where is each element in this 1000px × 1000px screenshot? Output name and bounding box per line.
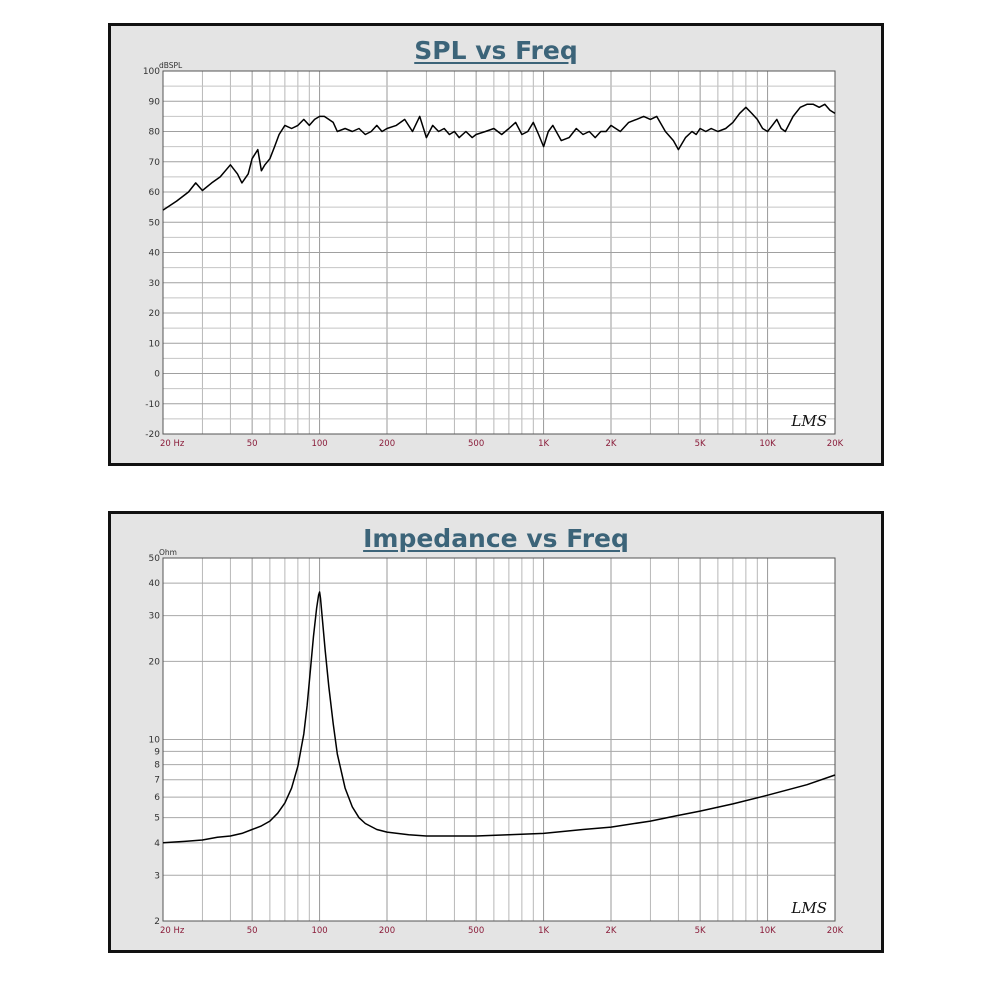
x-tick-label: 100 <box>311 439 327 449</box>
series-line <box>162 591 836 844</box>
grid <box>162 70 836 435</box>
y-tick-label: 2 <box>154 917 160 927</box>
x-tick-label: 2K <box>606 439 617 449</box>
y-tick-label: -10 <box>145 400 160 410</box>
x-tick-label: 20K <box>827 926 844 936</box>
y-tick-label: 8 <box>154 761 160 771</box>
x-tick-label: 50 <box>247 926 258 936</box>
x-tick-label: 500 <box>468 926 484 936</box>
x-tick-label: 20 Hz <box>160 439 185 449</box>
series-line <box>162 103 836 211</box>
y-tick-label: 30 <box>149 279 161 289</box>
spl-chart-panel: SPL vs Freq -20 -10 0 10 20 30 40 50 60 70 80 90 100… <box>108 23 884 466</box>
chart-title: SPL vs Freq <box>414 36 578 65</box>
x-tick-label: 10K <box>759 439 776 449</box>
y-tick-label: 7 <box>154 776 160 786</box>
plot-frame <box>162 557 836 922</box>
y-tick-label: 30 <box>149 612 161 622</box>
watermark-logo: LMS <box>790 412 827 430</box>
y-tick-label: 5 <box>154 814 160 824</box>
x-tick-label: 20K <box>827 439 844 449</box>
y-tick-label: 10 <box>149 736 161 746</box>
y-tick-label: 50 <box>149 218 161 228</box>
y-tick-label: 0 <box>154 370 160 380</box>
y-tick-label: 3 <box>154 871 160 881</box>
x-tick-label: 200 <box>379 439 395 449</box>
y-tick-label: 20 <box>149 657 161 667</box>
x-tick-label: 200 <box>379 926 395 936</box>
x-tick-label: 100 <box>311 926 327 936</box>
x-tick-label: 1K <box>538 926 549 936</box>
x-tick-label: 50 <box>247 439 258 449</box>
grid <box>162 557 836 922</box>
y-tick-label: 40 <box>149 249 161 259</box>
x-tick-label: 2K <box>606 926 617 936</box>
y-tick-label: 50 <box>149 554 161 564</box>
y-tick-label: -20 <box>145 430 160 440</box>
y-axis-label: dBSPL <box>159 61 183 70</box>
plot-frame <box>162 70 836 435</box>
x-tick-label: 5K <box>695 439 706 449</box>
chart-title: Impedance vs Freq <box>363 524 629 553</box>
impedance-chart-panel: Impedance vs Freq 2 3 4 5 6 7 8 9 10 20 30 40 50 Ohm 2… <box>108 511 884 953</box>
x-tick-label: 500 <box>468 439 484 449</box>
y-tick-label: 20 <box>149 309 161 319</box>
y-tick-label: 4 <box>154 839 160 849</box>
x-tick-label: 10K <box>759 926 776 936</box>
x-tick-label: 20 Hz <box>160 926 185 936</box>
y-tick-label: 60 <box>149 188 161 198</box>
y-tick-label: 6 <box>154 793 160 803</box>
y-tick-label: 40 <box>149 579 161 589</box>
x-tick-label: 5K <box>695 926 706 936</box>
y-tick-label: 100 <box>143 67 160 77</box>
y-tick-label: 70 <box>149 158 161 168</box>
y-tick-label: 80 <box>149 128 161 138</box>
y-tick-label: 90 <box>149 97 161 107</box>
x-tick-label: 1K <box>538 439 549 449</box>
y-tick-label: 9 <box>154 747 160 757</box>
y-axis-label: Ohm <box>159 548 177 557</box>
y-tick-label: 10 <box>149 339 161 349</box>
watermark-logo: LMS <box>790 899 827 917</box>
